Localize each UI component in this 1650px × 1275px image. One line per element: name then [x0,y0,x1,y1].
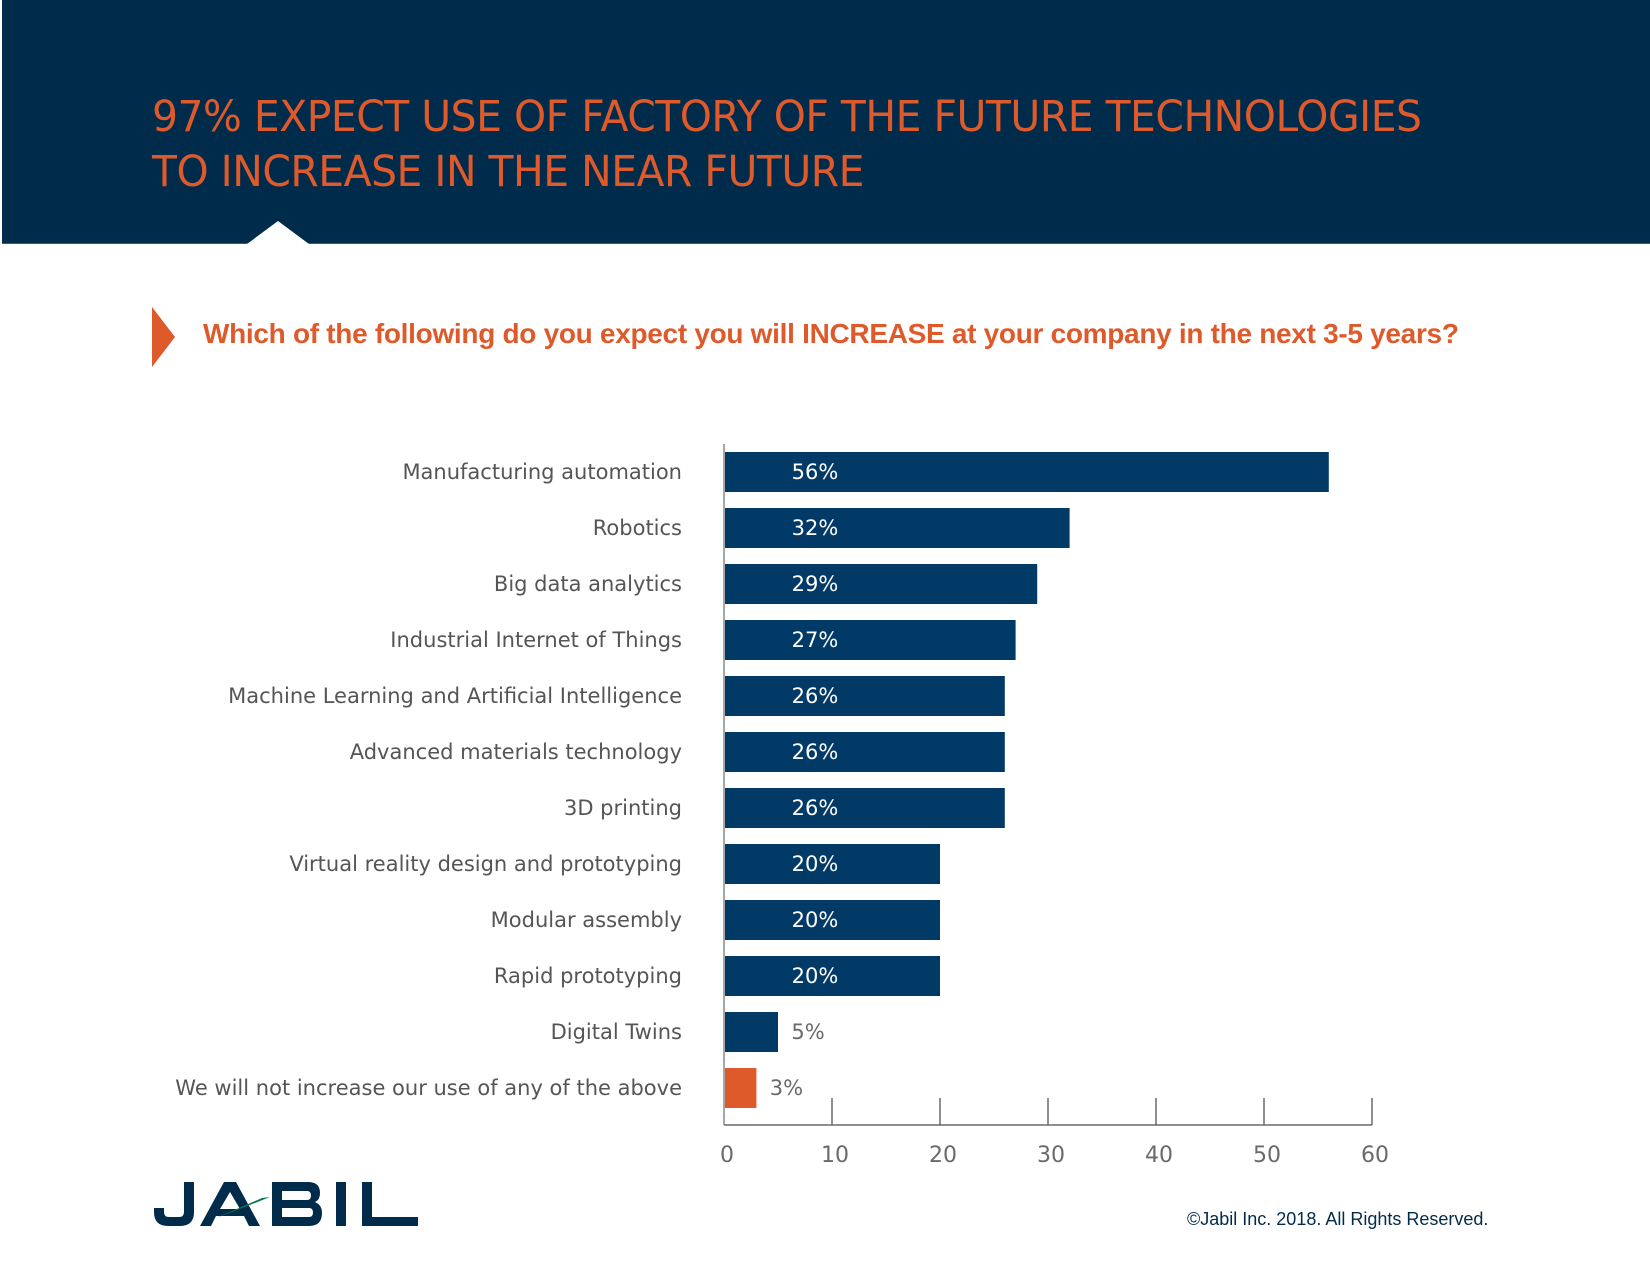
x-tick-label: 40 [1145,1143,1173,1168]
question-arrow-icon [152,307,175,367]
value-label: 29% [792,572,839,596]
logo-letter-a [200,1182,260,1226]
bar-1 [725,508,1070,548]
category-label: We will not increase our use of any of t… [175,1076,682,1100]
value-label: 20% [792,908,839,932]
bar-11 [725,1068,757,1108]
x-tick-label: 60 [1361,1143,1389,1168]
x-tick-label: 0 [720,1143,734,1168]
chart-question: Which of the following do you expect you… [203,318,1459,349]
copyright-text: ©Jabil Inc. 2018. All Rights Reserved. [1187,1209,1489,1229]
category-label: Robotics [593,516,682,540]
bar-8 [725,900,940,940]
logo-letter-b [272,1182,322,1226]
x-tick-label: 20 [929,1143,957,1168]
bar-6 [725,788,1005,828]
logo-letter-i [336,1182,346,1226]
jabil-logo [154,1182,418,1226]
category-label: Machine Learning and Artificial Intellig… [228,684,682,708]
category-label: Big data analytics [494,572,682,596]
value-label: 26% [792,684,839,708]
x-tick-label: 50 [1253,1143,1281,1168]
value-label: 3% [770,1076,803,1100]
value-label: 5% [791,1020,824,1044]
header-banner [2,0,1650,244]
bar-0 [725,452,1329,492]
title-line-2: TO INCREASE IN THE NEAR FUTURE [152,147,865,197]
category-label: 3D printing [564,796,682,820]
title-line-1: 97% EXPECT USE OF FACTORY OF THE FUTURE … [152,92,1422,142]
x-tick-label: 10 [821,1143,849,1168]
category-label: Manufacturing automation [402,460,682,484]
logo-letters [154,1182,418,1226]
category-label: Industrial Internet of Things [390,628,682,652]
bar-10 [725,1012,778,1052]
bar-7 [725,844,940,884]
bar-5 [725,732,1005,772]
bar-2 [725,564,1038,604]
header-notch [247,221,309,244]
bar-3 [725,620,1016,660]
logo-letter-l [362,1182,418,1226]
value-label: 20% [792,852,839,876]
page-title: 97% EXPECT USE OF FACTORY OF THE FUTURE … [152,90,1422,200]
value-label: 27% [792,628,839,652]
logo-swoosh-icon [216,1197,270,1218]
value-label: 26% [792,740,839,764]
category-label: Rapid prototyping [494,964,682,988]
category-label: Digital Twins [551,1020,682,1044]
category-label: Advanced materials technology [350,740,682,764]
value-label: 32% [792,516,839,540]
bar-4 [725,676,1005,716]
logo-letter-j [154,1182,194,1226]
bar-9 [725,956,940,996]
value-label: 56% [792,460,839,484]
category-label: Virtual reality design and prototyping [289,852,682,876]
value-label: 20% [792,964,839,988]
category-label: Modular assembly [491,908,682,932]
value-label: 26% [792,796,839,820]
x-tick-label: 30 [1037,1143,1065,1168]
